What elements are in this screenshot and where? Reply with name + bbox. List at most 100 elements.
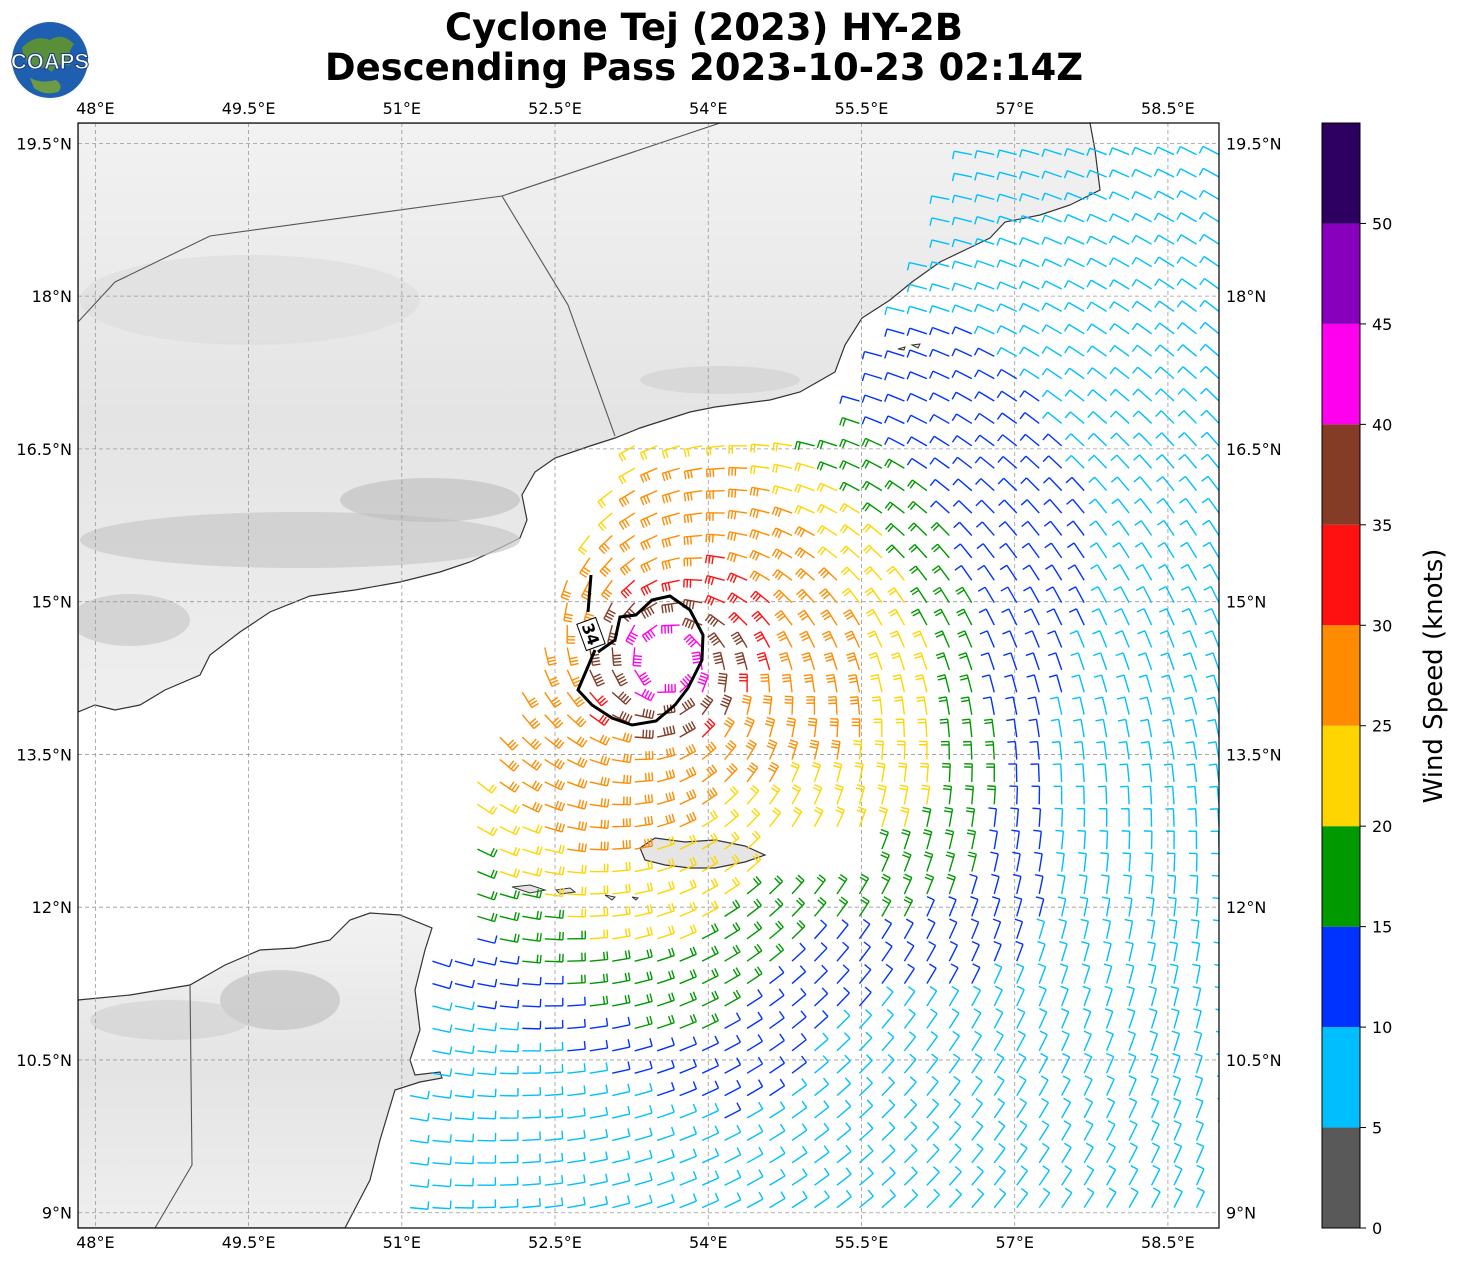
wind-barb [1200, 409, 1219, 424]
wind-barb [836, 896, 849, 917]
wind-barb [1157, 541, 1175, 559]
wind-barb [1048, 674, 1063, 693]
wind-barb [861, 459, 883, 469]
wind-barb [1061, 1142, 1072, 1164]
wind-barb [1097, 785, 1108, 805]
wind-barb [836, 986, 850, 1007]
wind-barb [881, 1099, 896, 1119]
wind-barb [1128, 1164, 1139, 1186]
wind-barb [901, 828, 911, 850]
colorbar-tick-label: 15 [1372, 918, 1392, 937]
wind-barb [1063, 257, 1085, 268]
land-layer [78, 123, 1219, 1228]
wind-barb [1104, 985, 1113, 1007]
wind-barb [705, 489, 725, 500]
wind-barb [1077, 829, 1087, 850]
wind-barb [1055, 829, 1065, 850]
wind-barb [1086, 279, 1107, 290]
wind-barb [865, 608, 883, 626]
wind-barb [454, 1155, 475, 1165]
lon-tick-label-top: 48°E [76, 99, 114, 118]
wind-barb [1105, 1052, 1115, 1074]
wind-barb [612, 753, 633, 764]
wind-barb [1192, 985, 1202, 1007]
wind-barb [612, 1150, 631, 1164]
wind-barb [634, 729, 654, 739]
wind-barb [971, 1120, 984, 1141]
wind-barb [790, 761, 800, 783]
wind-barb [1108, 235, 1130, 245]
wind-barb [679, 1103, 698, 1119]
wind-barb [544, 953, 564, 963]
wind-barb [1200, 453, 1219, 469]
wind-barb [862, 544, 883, 559]
wind-barb [499, 1043, 519, 1053]
wind-barb [794, 462, 815, 472]
wind-barb [920, 762, 930, 782]
wind-barb [1061, 1052, 1071, 1074]
wind-barb [1042, 455, 1063, 469]
wind-barb [1000, 586, 1018, 604]
wind-barb [499, 999, 520, 1009]
wind-barb [656, 1014, 675, 1030]
wind-barb [1006, 718, 1018, 738]
wind-barb [661, 557, 680, 570]
wind-barb [794, 504, 815, 515]
wind-barb [1015, 940, 1024, 962]
wind-barb [794, 526, 815, 538]
wind-barb [884, 458, 905, 469]
wind-barb [977, 564, 995, 581]
wind-barb [1096, 740, 1108, 760]
wind-barb [769, 1168, 786, 1186]
wind-barb [809, 739, 820, 760]
wind-barb [791, 784, 802, 805]
wind-barb [1173, 1164, 1183, 1186]
wind-barb [1123, 896, 1133, 917]
wind-barb [1106, 1097, 1116, 1119]
wind-barb [1071, 674, 1085, 693]
wind-barb [1081, 963, 1091, 984]
colorbar-segment [1322, 123, 1360, 224]
wind-barb [945, 851, 956, 872]
wind-barb [454, 1133, 475, 1143]
wind-barb [1131, 190, 1152, 201]
colorbar-segment [1322, 524, 1360, 626]
wind-barb [1041, 148, 1062, 157]
wind-barb [1086, 169, 1107, 178]
wind-barb [454, 1177, 474, 1187]
wind-barb [1173, 1142, 1183, 1164]
wind-barb [951, 391, 973, 402]
wind-barb [1061, 1120, 1072, 1141]
wind-barb [634, 708, 655, 720]
wind-barb [858, 1031, 873, 1052]
wind-barb [1002, 630, 1018, 648]
wind-barb [1088, 498, 1108, 514]
wind-barb [929, 435, 950, 447]
wind-barb [887, 587, 905, 604]
wind-barb [813, 919, 828, 940]
wind-barb [724, 1192, 742, 1209]
wind-barb [1101, 874, 1110, 895]
wind-barb [683, 512, 703, 524]
wind-barb [656, 858, 676, 873]
wind-barb [791, 1145, 808, 1164]
wind-barb [881, 1166, 896, 1186]
wind-barb [929, 283, 950, 292]
wind-barb [544, 975, 564, 985]
wind-barb [1045, 586, 1063, 604]
wind-barb [726, 572, 748, 584]
wind-barb [967, 851, 977, 872]
colorbar-segment [1322, 1027, 1360, 1128]
wind-barb [906, 414, 928, 425]
wind-barb [840, 545, 860, 559]
wind-barb [1171, 1030, 1181, 1052]
wind-barb [1132, 432, 1153, 447]
wind-barb [1201, 497, 1219, 514]
wind-barb [926, 1188, 940, 1209]
wind-barb [612, 1128, 631, 1142]
wind-barb [544, 647, 557, 666]
wind-barb [1134, 542, 1153, 559]
wind-barb [863, 566, 883, 581]
wind-barb [929, 195, 950, 204]
wind-barb [1090, 586, 1108, 604]
